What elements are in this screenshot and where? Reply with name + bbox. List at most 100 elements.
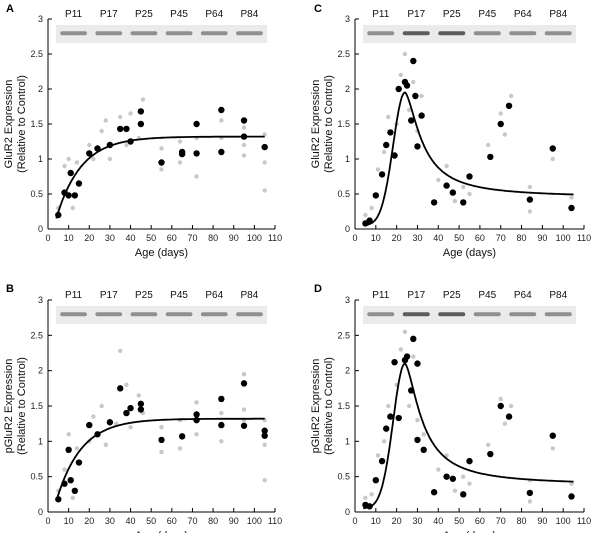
mean-point	[430, 489, 438, 496]
y-tick-label: 3	[38, 295, 43, 305]
replicate-point	[62, 467, 67, 472]
blot-band	[402, 31, 430, 36]
y-tick-label: 1.5	[30, 119, 43, 129]
blot-lane-label: P17	[100, 9, 118, 20]
x-tick-label: 10	[64, 233, 74, 243]
replicate-point	[241, 372, 247, 377]
mean-point	[65, 446, 72, 454]
replicate-point	[461, 184, 466, 190]
mean-point	[86, 150, 93, 157]
mean-point	[178, 433, 186, 440]
mean-point	[418, 112, 425, 119]
blot-band	[402, 312, 430, 317]
x-tick-label: 100	[556, 233, 571, 243]
replicate-point	[87, 142, 92, 148]
replicate-point	[498, 111, 503, 116]
replicate-point	[262, 132, 267, 137]
blot-band	[367, 31, 395, 36]
x-tick-label: 30	[412, 516, 422, 526]
mean-point	[193, 150, 200, 157]
x-tick-label: 20	[84, 516, 94, 526]
x-tick-label: 100	[247, 516, 262, 526]
blot-lane-label: P45	[478, 9, 496, 20]
x-tick-label: 0	[45, 516, 50, 526]
mean-point	[71, 192, 79, 199]
replicate-point	[241, 142, 247, 148]
western-blot-strip	[56, 25, 267, 43]
blot-band	[200, 312, 228, 317]
mean-point	[408, 117, 415, 124]
replicate-point	[527, 209, 533, 214]
x-tick-label: 70	[187, 516, 197, 526]
blot-band	[130, 31, 158, 36]
replicate-point	[402, 329, 408, 334]
replicate-point	[103, 118, 108, 123]
replicate-point	[398, 72, 403, 78]
replicate-point	[262, 188, 267, 193]
x-axis-label: Age (days)	[443, 247, 496, 259]
x-tick-label: 70	[496, 516, 506, 526]
replicate-point	[386, 114, 391, 120]
replicate-point	[140, 97, 146, 102]
mean-point	[137, 406, 145, 413]
panel-letter: C	[314, 3, 322, 15]
replicate-point	[508, 93, 514, 99]
y-axis-label-line: GluR2 Expression	[310, 80, 322, 169]
x-tick-label: 90	[229, 516, 239, 526]
blot-lane-label: P84	[241, 9, 259, 20]
replicate-point	[262, 442, 267, 448]
mean-point	[378, 171, 386, 178]
y-tick-label: 1	[38, 154, 43, 164]
x-tick-label: 50	[146, 516, 156, 526]
x-tick-label: 60	[167, 516, 177, 526]
mean-point	[75, 180, 83, 187]
blot-lane-label: P64	[205, 9, 223, 20]
mean-point	[430, 199, 438, 206]
mean-point	[414, 143, 421, 150]
blot-lane-label: P64	[205, 290, 223, 301]
mean-point	[412, 92, 419, 100]
replicate-point	[375, 453, 381, 458]
y-tick-label: 2.5	[337, 330, 350, 340]
replicate-point	[194, 432, 199, 437]
blot-lane-label: P64	[514, 9, 532, 20]
y-tick-label: 2.5	[30, 49, 43, 59]
y-axis-label-line: (Relative to Control)	[16, 75, 28, 173]
blot-band	[473, 31, 501, 36]
replicate-point	[194, 400, 199, 405]
mean-point	[117, 385, 124, 392]
mean-point	[443, 182, 450, 189]
x-tick-label: 10	[371, 233, 381, 243]
replicate-point	[369, 205, 374, 211]
x-tick-label: 10	[64, 516, 74, 526]
replicate-point	[128, 111, 133, 116]
mean-point	[218, 106, 225, 114]
replicate-point	[91, 414, 96, 419]
replicate-point	[363, 212, 368, 218]
mean-point	[86, 421, 93, 429]
replicate-point	[415, 417, 420, 423]
replicate-point	[118, 348, 123, 354]
replicate-point	[62, 163, 67, 169]
x-tick-label: 70	[187, 233, 197, 243]
y-tick-label: 1.5	[30, 401, 43, 411]
mean-point	[549, 145, 556, 152]
replicate-point	[569, 481, 574, 486]
blot-lane-label: P64	[514, 290, 532, 301]
replicate-point	[363, 495, 368, 501]
mean-point	[460, 199, 467, 206]
mean-point	[127, 138, 134, 145]
mean-point	[549, 432, 556, 439]
mean-point	[391, 152, 398, 159]
replicate-point	[452, 488, 458, 493]
replicate-point	[262, 478, 267, 483]
replicate-point	[381, 149, 387, 155]
mean-point	[449, 189, 457, 196]
mean-point	[218, 421, 225, 429]
blot-lane-label: P25	[443, 9, 461, 20]
blot-lane-label: P25	[135, 9, 153, 20]
y-tick-label: 0	[38, 507, 43, 517]
replicate-point	[124, 142, 129, 148]
replicate-point	[159, 425, 164, 430]
